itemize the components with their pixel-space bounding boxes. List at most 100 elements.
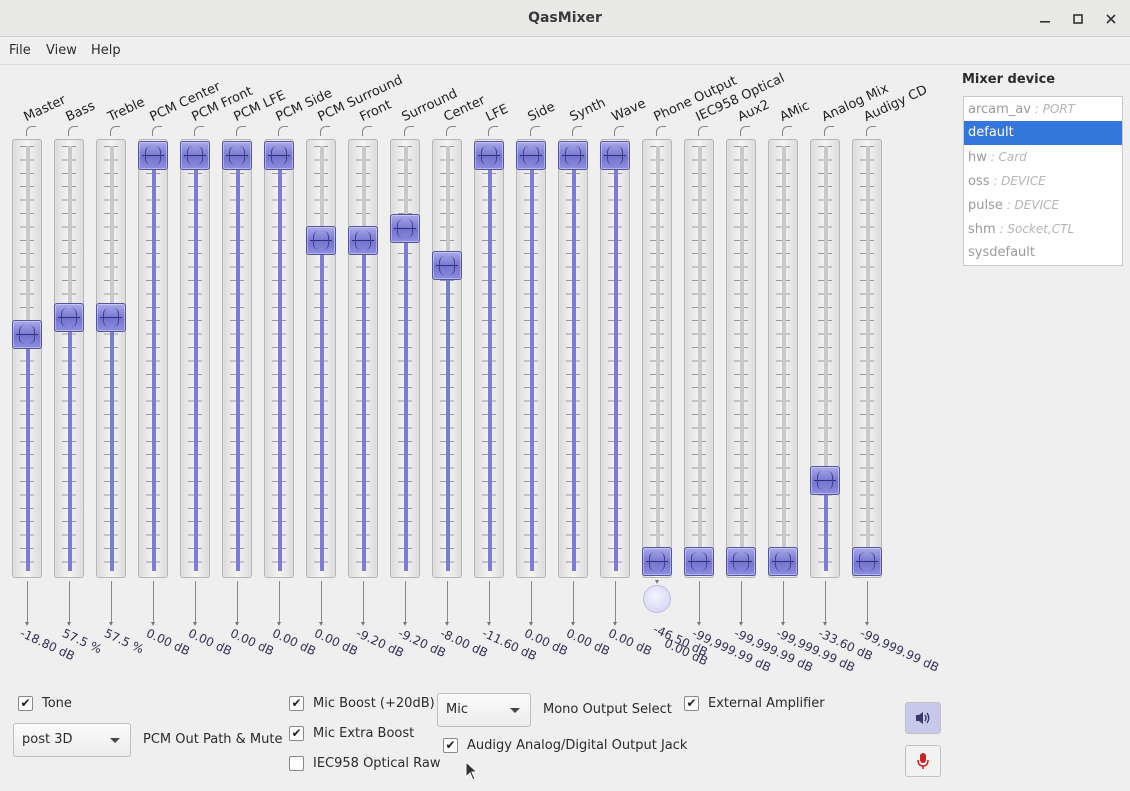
value-pointer [403,581,407,626]
slider-handle[interactable] [852,547,882,576]
tone-checkbox[interactable]: ✔ Tone [18,696,72,711]
slider-rail [740,146,744,571]
slider-fill [26,332,30,571]
device-item[interactable]: arcam_av : PORT [964,97,1122,121]
slider-handle[interactable] [222,141,252,170]
volume-slider[interactable] [180,139,210,578]
channel-hook [698,126,708,136]
slider-handle[interactable] [12,319,42,349]
menu-file[interactable]: File [9,43,31,58]
volume-slider[interactable] [516,139,546,578]
channel-value: 0.00 dB [270,626,319,659]
slider-handle[interactable] [390,214,420,244]
chevron-down-icon [110,738,120,743]
device-item[interactable]: pulse : DEVICE [964,193,1122,217]
external-amplifier-checkbox[interactable]: ✔ External Amplifier [684,696,825,711]
slider-handle[interactable] [138,141,168,170]
checkbox-box: ✔ [289,726,304,741]
channel-label: AMic [777,98,812,125]
value-pointer [193,581,197,626]
value-pointer [361,581,365,626]
mic-extra-boost-checkbox[interactable]: ✔ Mic Extra Boost [289,726,414,741]
channel-label: Bass [63,98,98,125]
pcm-out-path-combo[interactable]: post 3D [13,723,131,757]
volume-slider[interactable] [348,139,378,578]
value-pointer [445,581,449,626]
iec958-optical-raw-checkbox[interactable]: IEC958 Optical Raw [289,756,440,771]
channel-hook [404,126,414,136]
volume-slider[interactable] [306,139,336,578]
pcm-out-path-label: PCM Out Path & Mute [143,732,283,747]
mic-boost-checkbox[interactable]: ✔ Mic Boost (+20dB) [289,696,435,711]
mono-output-label: Mono Output Select [543,702,672,717]
external-amplifier-label: External Amplifier [708,696,825,711]
slider-handle[interactable] [180,141,210,170]
close-icon[interactable] [1099,7,1123,31]
volume-slider[interactable] [600,139,630,578]
channel-label: Master [21,92,69,125]
device-item[interactable]: hw : Card [964,145,1122,169]
menu-help[interactable]: Help [91,43,121,58]
volume-slider[interactable] [138,139,168,578]
channel-hook [488,126,498,136]
slider-handle[interactable] [432,250,462,280]
slider-fill [488,153,492,571]
channel-hook [530,126,540,136]
slider-handle[interactable] [726,547,756,576]
device-item[interactable]: sysdefault [964,241,1122,265]
slider-fill [572,153,576,571]
slider-handle[interactable] [54,303,84,333]
slider-handle[interactable] [642,547,672,576]
volume-slider[interactable] [96,139,126,578]
mixer-device-list[interactable]: arcam_av : PORT default hw : Card oss : DEV… [963,96,1123,266]
channel-hook [824,126,834,136]
slider-handle[interactable] [516,141,546,170]
audigy-output-jack-checkbox[interactable]: ✔ Audigy Analog/Digital Output Jack [443,738,687,753]
channel-hook [866,126,876,136]
slider-handle[interactable] [810,465,840,495]
capture-button[interactable] [905,745,941,777]
slider-handle[interactable] [600,141,630,170]
slider-handle[interactable] [558,141,588,170]
volume-slider[interactable] [642,139,672,578]
playback-button[interactable] [905,702,941,734]
volume-slider[interactable] [12,139,42,578]
mono-output-combo[interactable]: Mic [437,693,531,727]
volume-slider[interactable] [390,139,420,578]
channel-hook [572,126,582,136]
value-pointer [151,581,155,626]
volume-slider[interactable] [768,139,798,578]
device-item[interactable]: default [964,121,1122,145]
volume-slider[interactable] [852,139,882,578]
channel-value: 0.00 dB [564,626,613,659]
volume-slider[interactable] [810,139,840,578]
slider-fill [530,153,534,571]
channel-hook [194,126,204,136]
volume-slider[interactable] [684,139,714,578]
slider-handle[interactable] [684,547,714,576]
volume-slider[interactable] [432,139,462,578]
maximize-icon[interactable] [1066,7,1090,31]
menu-view[interactable]: View [46,43,77,58]
slider-handle[interactable] [264,141,294,170]
slider-fill [68,315,72,571]
volume-slider[interactable] [264,139,294,578]
slider-handle[interactable] [306,226,336,256]
slider-handle[interactable] [348,226,378,256]
slider-handle[interactable] [474,141,504,170]
device-item[interactable]: oss : DEVICE [964,169,1122,193]
volume-slider[interactable] [474,139,504,578]
channel-switch[interactable] [643,585,671,613]
mixer-sliders: Master -18.80 dB Bass 57.5 % Treble 57.5 % PCM… [0,66,950,686]
device-item[interactable]: shm : Socket,CTL [964,217,1122,241]
volume-slider[interactable] [726,139,756,578]
slider-handle[interactable] [96,303,126,333]
channel-value: 0.00 dB [228,626,277,659]
volume-slider[interactable] [558,139,588,578]
device-description: : Card [986,150,1027,164]
volume-slider[interactable] [222,139,252,578]
slider-handle[interactable] [768,547,798,576]
volume-slider[interactable] [54,139,84,578]
minimize-icon[interactable] [1033,7,1057,31]
iec958-optical-raw-label: IEC958 Optical Raw [313,756,441,771]
